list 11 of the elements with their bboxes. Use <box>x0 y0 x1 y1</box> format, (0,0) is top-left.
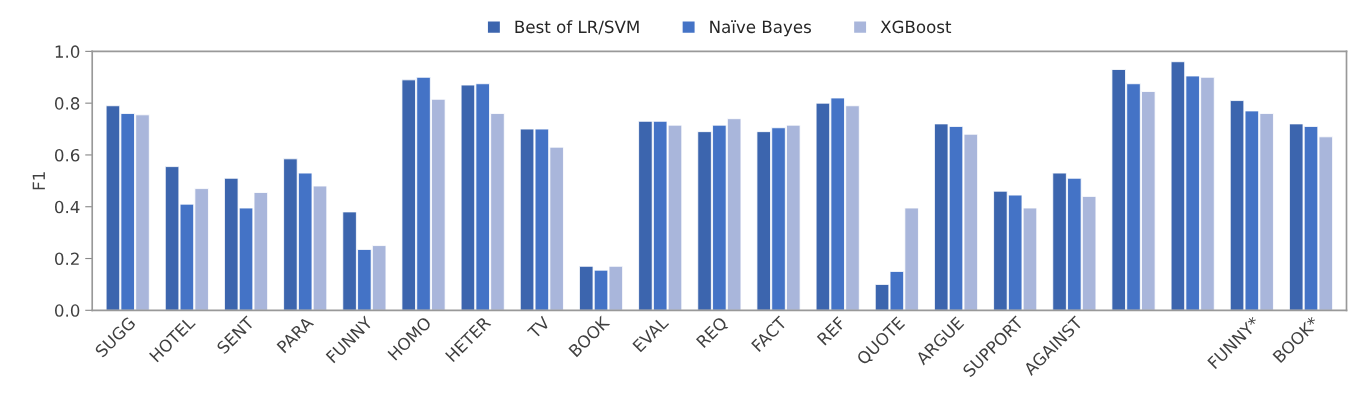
legend-label: Best of LR/SVM <box>515 20 639 35</box>
legend-label: XGBoost <box>880 20 952 34</box>
y-tick-label: 0.4 <box>55 200 80 214</box>
legend-label: Naïve Bayes <box>710 20 811 37</box>
y-tick-label: 0.2 <box>55 252 79 266</box>
y-tick-label: 0.0 <box>55 304 80 317</box>
y-tick-label: 1.0 <box>55 45 80 58</box>
x-tick-label: TV <box>526 315 551 340</box>
y-axis-title: F1 <box>32 172 45 190</box>
y-tick-label: 0.6 <box>55 148 80 162</box>
y-tick-label: 0.8 <box>55 97 80 110</box>
